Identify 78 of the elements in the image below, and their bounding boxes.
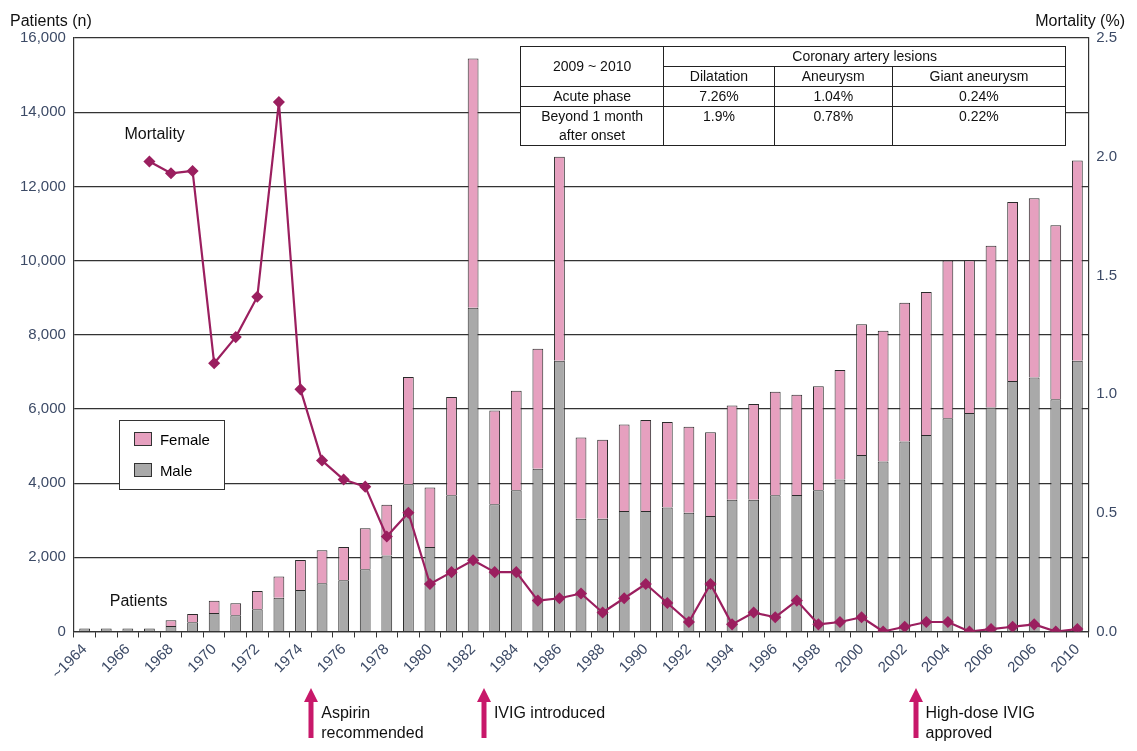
y2-tick-label: 2.5 <box>1096 28 1118 46</box>
y-tick-label: 6,000 <box>28 399 66 417</box>
point <box>942 616 954 628</box>
point <box>769 611 781 623</box>
point <box>143 155 156 168</box>
annotation: 0.24% <box>892 86 1066 107</box>
annotation: 0.22% <box>892 106 1066 146</box>
point <box>186 165 199 177</box>
point <box>899 621 911 632</box>
point <box>445 566 458 578</box>
annotation: Giant aneurysm <box>892 66 1066 87</box>
point <box>855 611 868 623</box>
point <box>532 595 544 607</box>
point <box>510 566 522 578</box>
point <box>704 578 717 590</box>
point <box>640 578 652 590</box>
point <box>618 592 630 604</box>
y2-tick-label: 1.5 <box>1096 265 1118 283</box>
annotation: Patients <box>109 591 168 609</box>
point <box>683 616 695 628</box>
text: High-dose IVIG approved <box>925 703 1036 744</box>
y-tick-label: 16,000 <box>19 28 66 46</box>
point <box>251 291 263 303</box>
y2-tick-label: 0.0 <box>1096 621 1118 639</box>
y-tick-label: 2,000 <box>28 547 66 565</box>
point <box>596 606 609 619</box>
y-tick-label: 0 <box>57 621 66 639</box>
point <box>467 554 479 566</box>
text: IVIG introduced <box>493 703 607 724</box>
point <box>575 587 587 600</box>
y-tick-label: 12,000 <box>19 176 66 194</box>
point <box>748 606 760 619</box>
point <box>1028 618 1040 630</box>
point <box>726 618 738 630</box>
point <box>920 616 932 628</box>
point <box>812 618 824 630</box>
point <box>316 454 328 467</box>
y-tick-label: 4,000 <box>28 473 66 491</box>
point <box>338 473 350 486</box>
annotation: Acute phase <box>520 86 664 107</box>
annotation: 2009 ~ 2010 <box>520 46 664 87</box>
y-axis-title: Patients (n) <box>10 12 92 29</box>
annotation: 7.26% <box>663 86 775 107</box>
y2-tick-label: 0.5 <box>1096 502 1118 520</box>
point <box>553 592 566 604</box>
point <box>230 331 242 343</box>
annotation: Aneurysm <box>774 66 893 87</box>
annotation: 0.78% <box>774 106 893 146</box>
legend-label: Female <box>159 430 210 448</box>
y2-tick-label: 1.0 <box>1096 384 1118 402</box>
y-tick-label: 14,000 <box>19 102 66 120</box>
text: Aspirin recommended <box>321 703 425 744</box>
point <box>424 578 436 590</box>
annotation: 1.04% <box>774 86 893 107</box>
y2-axis-title: Mortality (%) <box>1035 12 1125 29</box>
point <box>489 566 501 578</box>
point <box>273 96 285 108</box>
annotation: Coronary artery lesions <box>663 46 1066 67</box>
point <box>834 616 846 628</box>
point <box>402 507 414 519</box>
point <box>1071 623 1083 632</box>
point <box>1007 621 1019 632</box>
point <box>294 383 307 395</box>
point <box>165 167 177 179</box>
point <box>359 481 371 493</box>
point <box>661 597 673 609</box>
annotation: Beyond 1 month after onset <box>520 106 664 146</box>
legend-label: Male <box>159 461 193 479</box>
y-tick-label: 8,000 <box>28 324 66 342</box>
annotation: 1.9% <box>663 106 775 146</box>
point <box>985 623 997 632</box>
point <box>381 530 393 543</box>
point <box>208 357 220 369</box>
y-tick-label: 10,000 <box>19 250 66 268</box>
y2-tick-label: 2.0 <box>1096 146 1118 164</box>
series-label: Mortality <box>124 125 185 143</box>
point <box>791 595 803 607</box>
annotation: Dilatation <box>663 66 775 87</box>
